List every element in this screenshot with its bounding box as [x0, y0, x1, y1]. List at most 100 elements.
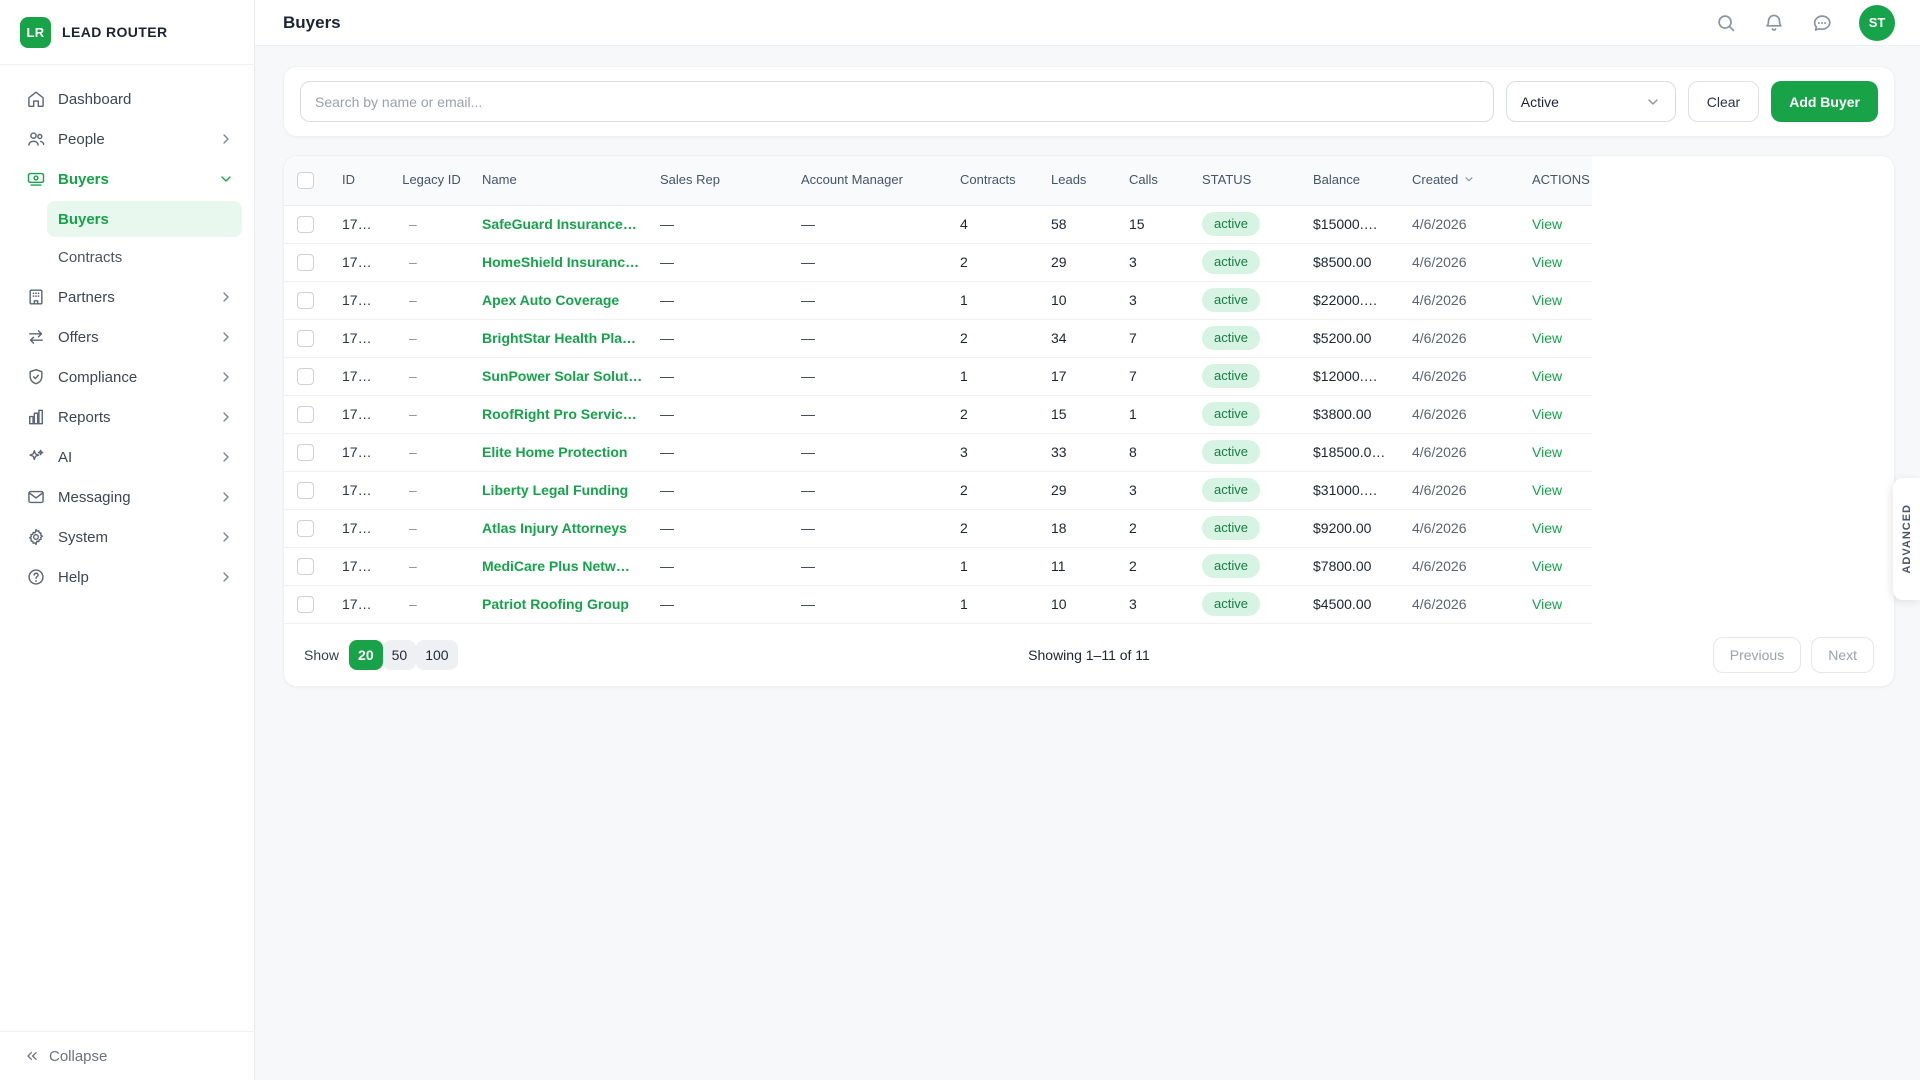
row-checkbox[interactable]	[297, 406, 314, 423]
col-header-calls: Calls	[1115, 156, 1188, 205]
cell-account-manager: —	[787, 357, 946, 395]
cell-created: 4/6/2026	[1398, 243, 1518, 281]
buyer-name-link[interactable]: Atlas Injury Attorneys	[482, 520, 627, 536]
sidebar-item-offers[interactable]: Offers	[12, 317, 242, 357]
sidebar-subitem-contracts[interactable]: Contracts	[47, 239, 242, 275]
page-size-20[interactable]: 20	[349, 640, 383, 670]
row-checkbox[interactable]	[297, 596, 314, 613]
buyer-name-link[interactable]: MediCare Plus Netw…	[482, 558, 630, 574]
sidebar-item-dashboard[interactable]: Dashboard	[12, 79, 242, 119]
cell-leads: 15	[1037, 395, 1115, 433]
cell-sales-rep: —	[646, 281, 787, 319]
buyer-name-link[interactable]: Patriot Roofing Group	[482, 596, 629, 612]
chevron-down-icon	[218, 171, 234, 187]
clear-button[interactable]: Clear	[1688, 81, 1759, 122]
cell-balance: $22000.…	[1299, 281, 1398, 319]
col-header-balance: Balance	[1299, 156, 1398, 205]
sidebar-item-buyers[interactable]: Buyers	[12, 159, 242, 199]
collapse-button[interactable]: Collapse	[0, 1031, 254, 1080]
sidebar-subitem-buyers[interactable]: Buyers	[47, 201, 242, 237]
search-icon[interactable]	[1715, 12, 1737, 34]
sidebar-item-label: Messaging	[58, 489, 131, 506]
status-badge: active	[1202, 478, 1260, 502]
table-row: 17… – RoofRight Pro Servic… — — 2 15 1 a…	[284, 395, 1592, 433]
cell-legacy-id: –	[395, 357, 468, 395]
status-filter-select[interactable]: Active	[1506, 81, 1676, 122]
content: Active Clear Add Buyer	[255, 46, 1920, 1080]
advanced-drawer-tab[interactable]: ADVANCED	[1893, 478, 1920, 600]
user-avatar[interactable]: ST	[1859, 5, 1895, 41]
notifications-bell-icon[interactable]	[1763, 12, 1785, 34]
view-link[interactable]: View	[1532, 368, 1562, 384]
sidebar-item-compliance[interactable]: Compliance	[12, 357, 242, 397]
row-checkbox[interactable]	[297, 520, 314, 537]
building-icon	[26, 287, 46, 307]
page-size-50[interactable]: 50	[383, 640, 417, 670]
table-row: 17… – SafeGuard Insurance… — — 4 58 15 a…	[284, 205, 1592, 243]
sidebar-item-system[interactable]: System	[12, 517, 242, 557]
cell-sales-rep: —	[646, 585, 787, 623]
buyer-name-link[interactable]: Liberty Legal Funding	[482, 482, 628, 498]
row-checkbox[interactable]	[297, 368, 314, 385]
col-header-leads: Leads	[1037, 156, 1115, 205]
buyer-name-link[interactable]: Elite Home Protection	[482, 444, 627, 460]
add-buyer-button[interactable]: Add Buyer	[1771, 81, 1878, 122]
select-all-checkbox[interactable]	[297, 172, 314, 189]
buyer-name-link[interactable]: SunPower Solar Solut…	[482, 368, 642, 384]
view-link[interactable]: View	[1532, 254, 1562, 270]
sidebar-item-ai[interactable]: AI	[12, 437, 242, 477]
cell-calls: 15	[1115, 205, 1188, 243]
view-link[interactable]: View	[1532, 216, 1562, 232]
view-link[interactable]: View	[1532, 444, 1562, 460]
chat-icon[interactable]	[1811, 12, 1833, 34]
next-button[interactable]: Next	[1811, 637, 1874, 673]
row-checkbox[interactable]	[297, 216, 314, 233]
status-badge: active	[1202, 250, 1260, 274]
buyer-name-link[interactable]: Apex Auto Coverage	[482, 292, 619, 308]
view-link[interactable]: View	[1532, 482, 1562, 498]
sidebar-item-reports[interactable]: Reports	[12, 397, 242, 437]
previous-button[interactable]: Previous	[1713, 637, 1801, 673]
status-badge: active	[1202, 554, 1260, 578]
view-link[interactable]: View	[1532, 520, 1562, 536]
buyer-name-link[interactable]: HomeShield Insuranc…	[482, 254, 639, 270]
cell-legacy-id: –	[395, 243, 468, 281]
row-checkbox[interactable]	[297, 444, 314, 461]
chevron-down-icon	[1645, 94, 1661, 110]
cell-sales-rep: —	[646, 547, 787, 585]
view-link[interactable]: View	[1532, 558, 1562, 574]
search-input[interactable]	[300, 81, 1494, 122]
row-checkbox[interactable]	[297, 330, 314, 347]
row-checkbox[interactable]	[297, 558, 314, 575]
cell-id: 17…	[328, 471, 395, 509]
chart-icon	[26, 407, 46, 427]
sidebar-item-messaging[interactable]: Messaging	[12, 477, 242, 517]
row-checkbox[interactable]	[297, 482, 314, 499]
cell-id: 17…	[328, 395, 395, 433]
users-icon	[26, 129, 46, 149]
status-badge: active	[1202, 288, 1260, 312]
view-link[interactable]: View	[1532, 406, 1562, 422]
row-checkbox[interactable]	[297, 254, 314, 271]
buyer-name-link[interactable]: SafeGuard Insurance…	[482, 216, 637, 232]
view-link[interactable]: View	[1532, 596, 1562, 612]
main-area: Buyers ST Active Clear Add B	[255, 0, 1920, 1080]
sidebar-item-partners[interactable]: Partners	[12, 277, 242, 317]
view-link[interactable]: View	[1532, 330, 1562, 346]
brand-name: LEAD ROUTER	[62, 24, 168, 40]
buyer-name-link[interactable]: BrightStar Health Pla…	[482, 330, 636, 346]
cash-icon	[26, 169, 46, 189]
page-size-100[interactable]: 100	[416, 640, 457, 670]
sidebar-item-help[interactable]: Help	[12, 557, 242, 597]
view-link[interactable]: View	[1532, 292, 1562, 308]
cell-calls: 7	[1115, 319, 1188, 357]
cell-legacy-id: –	[395, 509, 468, 547]
sidebar-item-people[interactable]: People	[12, 119, 242, 159]
row-checkbox[interactable]	[297, 292, 314, 309]
status-badge: active	[1202, 364, 1260, 388]
cell-legacy-id: –	[395, 585, 468, 623]
chevron-right-icon	[218, 449, 234, 465]
buyer-name-link[interactable]: RoofRight Pro Servic…	[482, 406, 637, 422]
cell-legacy-id: –	[395, 205, 468, 243]
col-header-created[interactable]: Created	[1398, 156, 1518, 205]
